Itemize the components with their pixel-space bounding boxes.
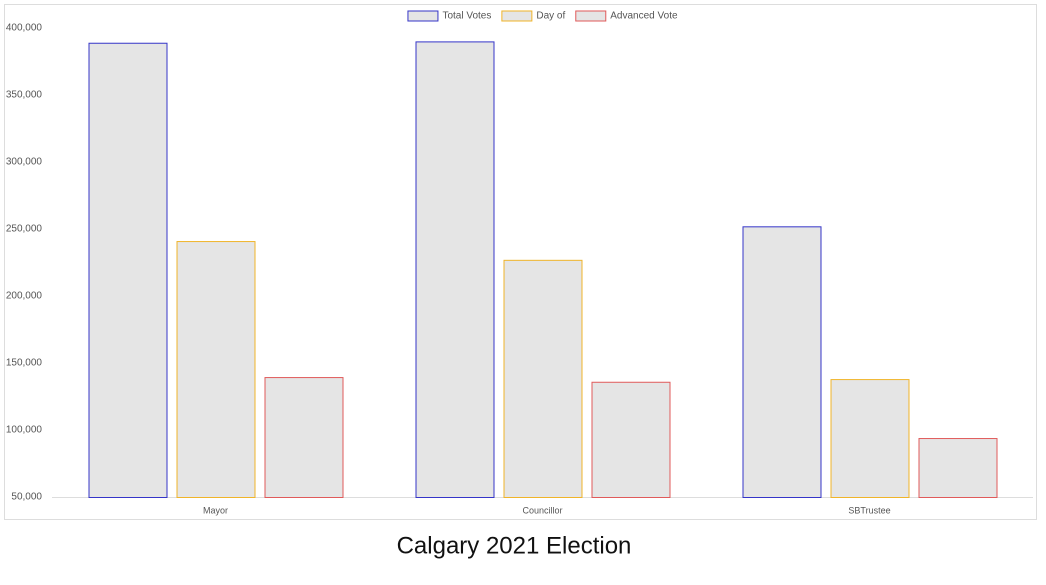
y-tick-label: 50,000: [11, 492, 42, 503]
bar: [742, 226, 822, 498]
legend-swatch: [407, 10, 439, 22]
y-tick-label: 250,000: [6, 224, 43, 235]
bar: [415, 41, 495, 499]
chart-title: Calgary 2021 Election: [397, 532, 632, 559]
bar: [503, 259, 583, 498]
y-tick-label: 400,000: [6, 23, 43, 34]
legend-swatch: [575, 10, 607, 22]
y-tick-label: 100,000: [6, 425, 43, 436]
y-tick-label: 350,000: [6, 90, 43, 101]
x-tick-label: Councillor: [522, 505, 562, 515]
legend-label: Total Votes: [442, 11, 491, 22]
bar: [176, 241, 256, 498]
legend-swatch: [501, 10, 533, 22]
bar: [918, 438, 998, 499]
legend-label: Advanced Vote: [610, 11, 678, 22]
legend-label: Day of: [536, 11, 565, 22]
y-tick-label: 150,000: [6, 358, 43, 369]
bar: [591, 381, 671, 499]
x-tick-label: Mayor: [203, 505, 228, 515]
y-tick-label: 300,000: [6, 157, 43, 168]
bar: [88, 42, 168, 499]
y-tick-label: 200,000: [6, 291, 43, 302]
bar: [264, 377, 344, 499]
bar: [830, 379, 910, 498]
x-tick-label: SBTrustee: [848, 505, 890, 515]
